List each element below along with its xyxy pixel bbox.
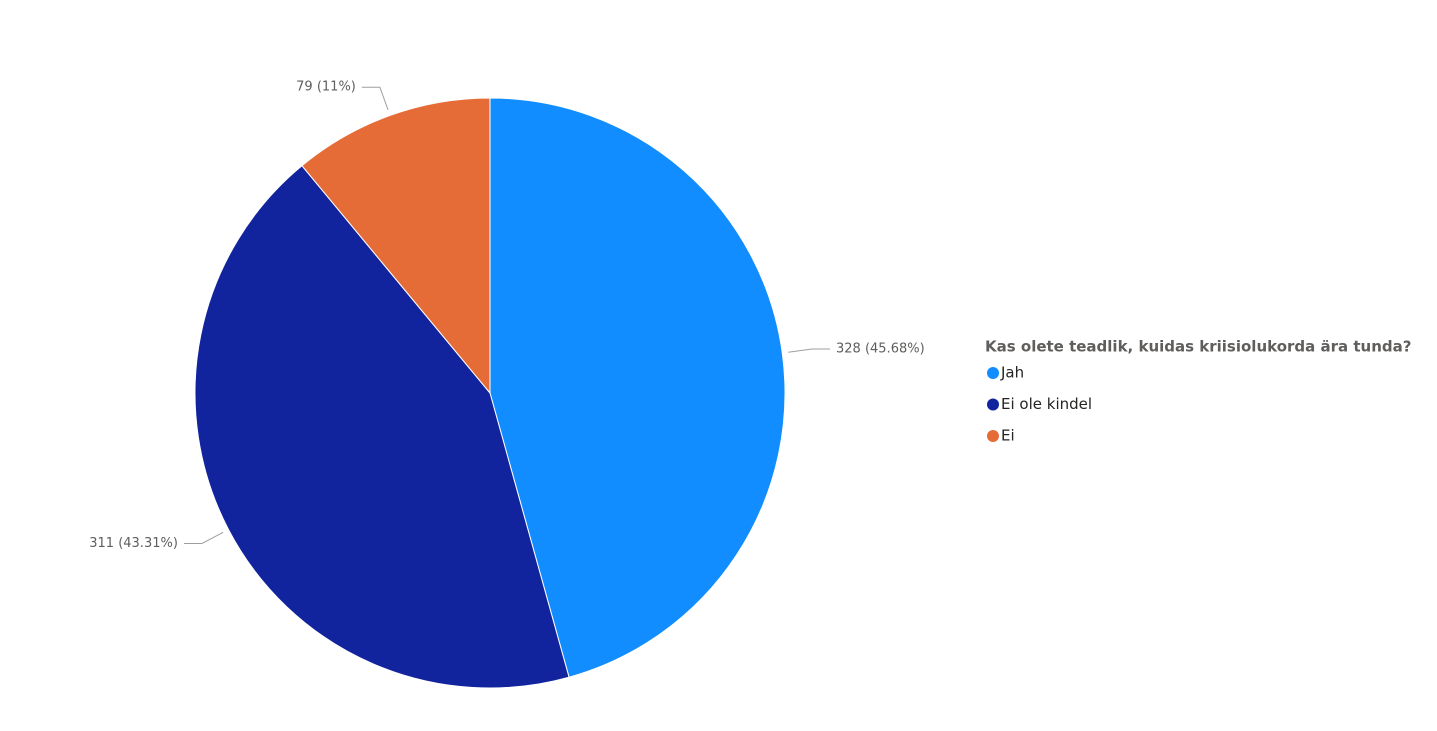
leader-line [788, 348, 831, 353]
legend-label: Jah [1000, 364, 1024, 382]
data-label: 328 (45.68%) [836, 342, 925, 357]
leader-line [361, 86, 389, 110]
pie-slice [301, 97, 491, 395]
pie-slice [489, 97, 786, 678]
legend-marker [987, 398, 999, 411]
data-label: 79 (11%) [296, 80, 356, 95]
legend-marker [987, 367, 999, 379]
legend-title: Kas olete teadlik, kuidas kriisiolukorda… [985, 338, 1411, 356]
data-label: 311 (43.31%) [89, 536, 178, 551]
legend-label: Ei [1001, 427, 1015, 445]
legend-label: Ei ole kindel [1001, 395, 1092, 413]
pie-slice [194, 165, 570, 689]
leader-line [183, 531, 224, 544]
legend-marker [987, 430, 999, 442]
